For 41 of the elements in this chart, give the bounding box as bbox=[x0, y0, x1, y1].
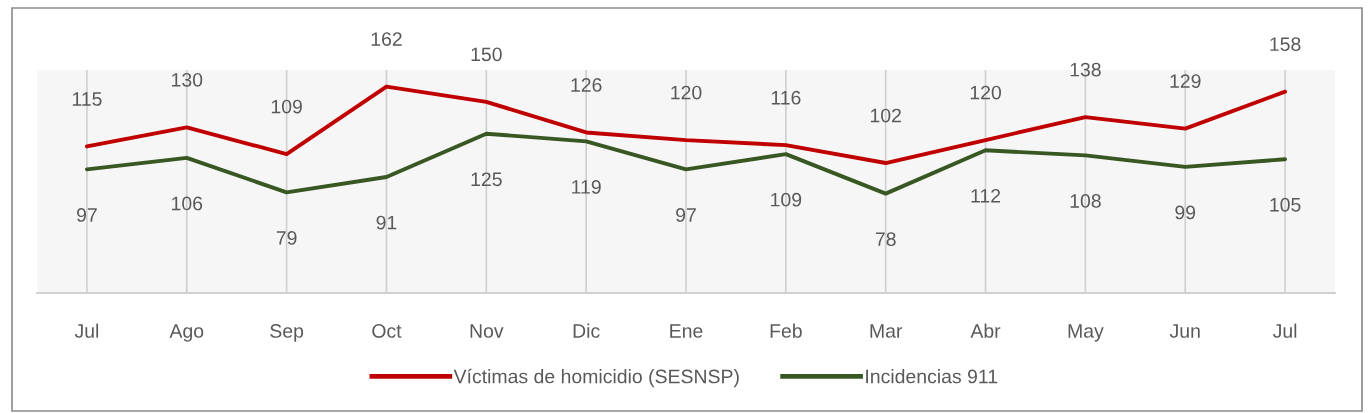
x-tick-label: Ago bbox=[169, 324, 204, 342]
x-tick-label: Feb bbox=[770, 323, 802, 338]
legend-label: Incidencias 911 bbox=[866, 369, 998, 384]
legend-label: Víctimas de homicidio (SESNSP) bbox=[453, 368, 739, 388]
data-label: 108 bbox=[1070, 194, 1101, 208]
data-label: 97 bbox=[77, 208, 97, 222]
x-tick-label: Ene bbox=[670, 324, 703, 338]
data-label: 119 bbox=[572, 180, 601, 194]
data-label: 158 bbox=[1270, 37, 1301, 52]
data-label: 91 bbox=[376, 215, 397, 230]
data-label: 102 bbox=[870, 108, 901, 123]
data-label: 129 bbox=[1170, 74, 1201, 88]
x-tick-label: Nov bbox=[470, 324, 504, 338]
data-label: 138 bbox=[1070, 62, 1101, 77]
x-tick-label: Jun bbox=[1169, 324, 1200, 338]
x-tick-label: Sep bbox=[270, 324, 304, 342]
data-label: 109 bbox=[271, 99, 302, 114]
data-label: 120 bbox=[970, 85, 1001, 100]
data-label: 115 bbox=[72, 92, 102, 106]
data-label: 126 bbox=[571, 78, 602, 92]
x-tick-label: Oct bbox=[372, 324, 402, 338]
data-label: 109 bbox=[771, 192, 802, 207]
data-label: 79 bbox=[276, 231, 297, 245]
x-tick-label: Abr bbox=[970, 323, 1001, 338]
data-label: 120 bbox=[671, 85, 702, 100]
data-label: 106 bbox=[172, 196, 203, 211]
data-label: 116 bbox=[771, 90, 801, 105]
x-tick-label: May bbox=[1068, 324, 1104, 342]
data-label: 105 bbox=[1270, 197, 1301, 212]
data-label: 130 bbox=[172, 72, 203, 87]
data-label: 150 bbox=[471, 47, 502, 62]
data-label: 162 bbox=[371, 32, 402, 46]
x-tick-label: Jul bbox=[74, 323, 99, 338]
data-label: 125 bbox=[471, 172, 502, 187]
data-label: 78 bbox=[875, 232, 896, 247]
data-label: 99 bbox=[1175, 205, 1196, 220]
data-label: 97 bbox=[676, 208, 696, 222]
x-tick-label: Jul bbox=[1272, 323, 1297, 338]
data-label: 112 bbox=[971, 188, 1001, 203]
x-tick-label: Mar bbox=[870, 324, 903, 338]
x-tick-label: Dic bbox=[573, 323, 600, 338]
